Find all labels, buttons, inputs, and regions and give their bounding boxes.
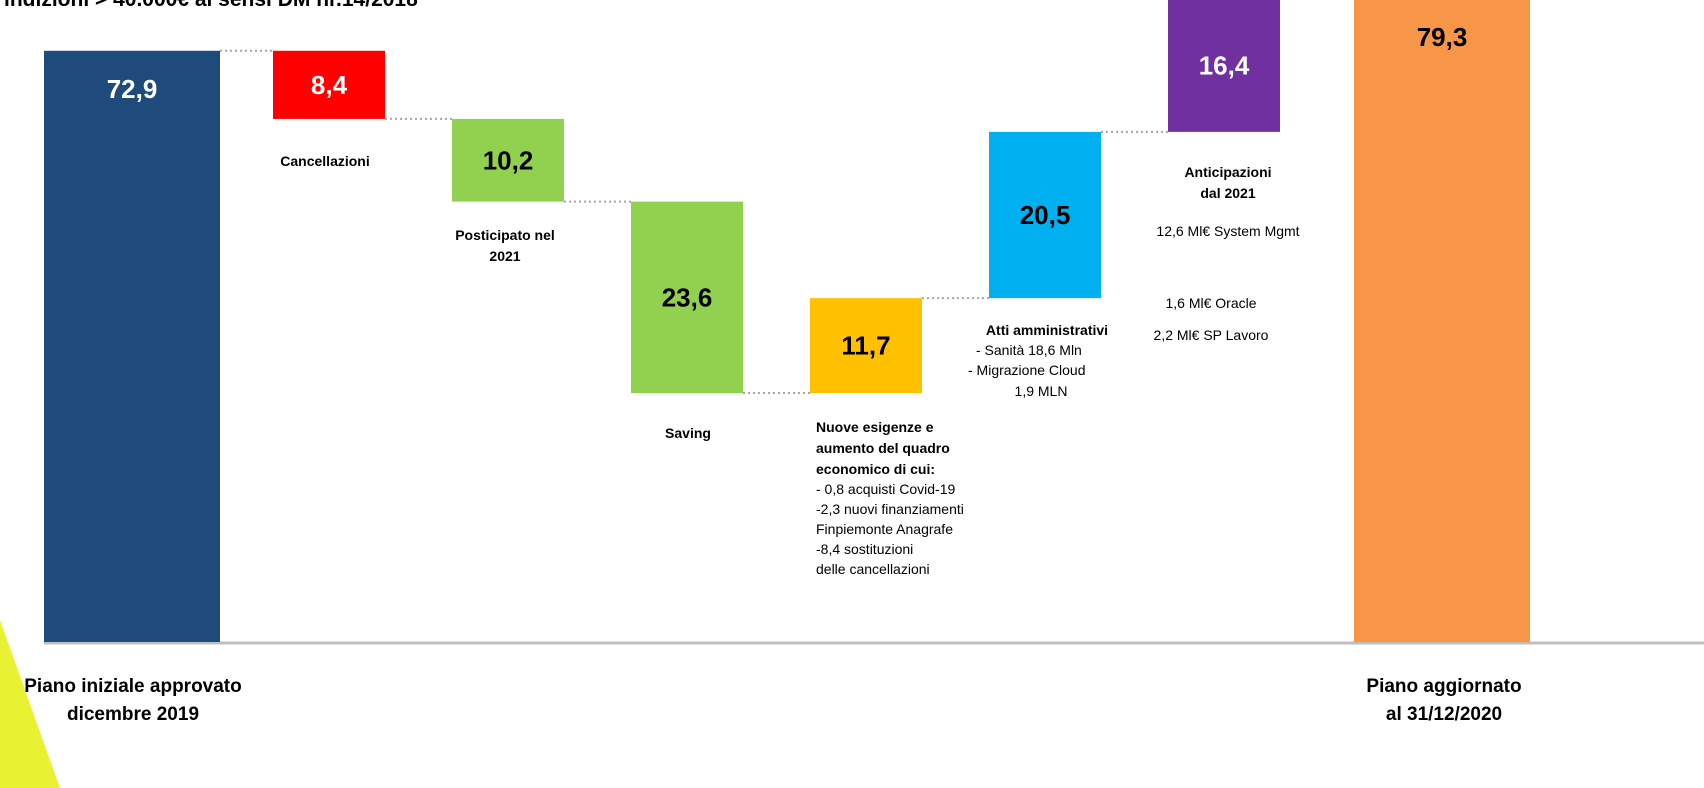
value-label-atti_amministrativi: 20,5 bbox=[1020, 200, 1071, 230]
annotation-detail-nuove_esigenze: Finpiemonte Anagrafe bbox=[816, 521, 953, 537]
annotation-detail-nuove_esigenze: delle cancellazioni bbox=[816, 561, 930, 577]
category-label-final: Piano aggiornato bbox=[1366, 676, 1521, 697]
category-label-initial: Piano iniziale approvato bbox=[24, 676, 242, 697]
value-label-nuove_esigenze: 11,7 bbox=[841, 331, 890, 361]
bar-initial bbox=[44, 50, 220, 642]
bar-final bbox=[1354, 0, 1530, 642]
chart-title-fragment: indizioni > 40.000€ ai sensi DM nr.14/20… bbox=[4, 0, 418, 12]
category-label-final: al 31/12/2020 bbox=[1386, 704, 1502, 725]
annotation-heading-cancellazioni: Cancellazioni bbox=[280, 153, 369, 169]
bar-saving bbox=[631, 201, 743, 394]
value-label-cancellazioni: 8,4 bbox=[311, 70, 348, 100]
annotation-heading-saving: Saving bbox=[665, 425, 711, 441]
value-label-anticipazioni: 16,4 bbox=[1199, 50, 1250, 80]
annotation-detail-anticipazioni: 1,6 Ml€ Oracle bbox=[1165, 295, 1256, 311]
annotation-heading-nuove_esigenze: Nuove esigenze e bbox=[816, 419, 934, 435]
annotation-heading-anticipazioni: dal 2021 bbox=[1200, 185, 1255, 201]
annotation-detail-nuove_esigenze: -2,3 nuovi finanziamenti bbox=[816, 501, 964, 517]
value-label-posticipato: 10,2 bbox=[483, 145, 534, 175]
annotation-detail-anticipazioni: 2,2 Ml€ SP Lavoro bbox=[1154, 327, 1269, 343]
decorative-corner-shape bbox=[0, 620, 60, 788]
annotation-detail-nuove_esigenze: -8,4 sostituzioni bbox=[816, 541, 913, 557]
annotation-heading-nuove_esigenze: aumento del quadro bbox=[816, 440, 950, 456]
annotation-detail-anticipazioni: 12,6 Ml€ System Mgmt bbox=[1156, 223, 1299, 239]
value-label-saving: 23,6 bbox=[662, 282, 713, 312]
bar-cancellazioni bbox=[273, 50, 385, 119]
annotation-detail-nuove_esigenze: - 0,8 acquisti Covid-19 bbox=[816, 481, 956, 497]
value-label-final: 79,3 bbox=[1417, 22, 1468, 52]
bar-nuove_esigenze bbox=[810, 298, 922, 394]
category-label-initial: dicembre 2019 bbox=[67, 704, 199, 725]
annotation-heading-nuove_esigenze: economico di cui: bbox=[816, 461, 935, 477]
bar-anticipazioni bbox=[1168, 0, 1280, 132]
annotation-heading-atti_amministrativi: Atti amministrativi bbox=[986, 322, 1108, 338]
value-label-initial: 72,9 bbox=[107, 74, 158, 104]
bar-posticipato bbox=[452, 118, 564, 202]
annotation-detail-atti_amministrativi: - Sanità 18,6 Mln bbox=[976, 342, 1082, 358]
annotation-heading-posticipato: Posticipato nel bbox=[455, 227, 555, 243]
annotation-detail-atti_amministrativi: - Migrazione Cloud bbox=[968, 362, 1086, 378]
annotation-heading-posticipato: 2021 bbox=[489, 248, 520, 264]
annotation-detail-atti_amministrativi: 1,9 MLN bbox=[1015, 383, 1068, 399]
annotation-heading-anticipazioni: Anticipazioni bbox=[1184, 164, 1271, 180]
bar-atti_amministrativi bbox=[989, 131, 1101, 299]
